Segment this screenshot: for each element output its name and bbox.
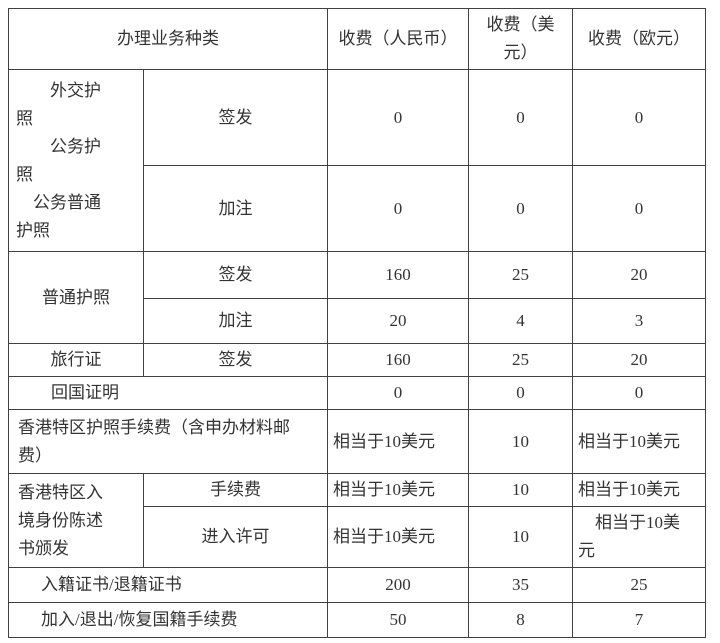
fee-eur-cell: 0 [572,376,706,410]
service-label-return-certificate: 回国证明 [8,376,328,410]
fee-table: 办理业务种类 收费（人民币） 收费（美 元） 收费（欧元） 外交护 照 公务护 … [8,8,706,638]
table-row: 回国证明 0 0 0 [8,376,706,410]
header-row: 办理业务种类 收费（人民币） 收费（美 元） 收费（欧元） [8,8,706,70]
table-row: 加注 0 0 0 [9,165,706,252]
fee-usd-cell: 0 [468,69,573,166]
col-header-fee-eur: 收费（欧元） [572,8,706,70]
table-row: 加注 20 4 3 [9,298,706,344]
fee-rmb-cell: 相当于10美元 [327,473,469,507]
service-label-hk-passport-fee: 香港特区护照手续费（含申办材料邮 费） [8,409,328,474]
fee-eur-cell: 相当于10美元 [572,409,706,474]
service-group-travel-document: 旅行证 [8,343,144,377]
fee-usd-cell: 10 [468,473,573,507]
fee-rmb-cell: 0 [327,376,469,410]
fee-eur-cell: 25 [572,567,706,603]
service-label-nationality-fee: 加入/退出/恢复国籍手续费 [8,602,328,638]
fee-rmb-cell: 0 [327,69,469,166]
service-group-hk-entry-statement: 香港特区入 境身份陈述 书颁发 [8,473,144,568]
service-label-naturalization-certificate: 入籍证书/退籍证书 [8,567,328,603]
fee-rmb-cell: 200 [327,567,469,603]
fee-rmb-cell: 50 [327,602,469,638]
col-header-fee-rmb: 收费（人民币） [327,8,469,70]
table-row: 普通护照 签发 160 25 20 [8,251,706,344]
fee-rmb-cell: 20 [327,298,469,344]
fee-usd-cell: 4 [468,298,573,344]
table-row: 香港特区护照手续费（含申办材料邮 费） 相当于10美元 10 相当于10美元 [8,409,706,474]
fee-rmb-cell: 相当于10美元 [327,409,469,474]
service-group-ordinary-passport: 普通护照 [8,251,144,344]
table-row: 加入/退出/恢复国籍手续费 50 8 7 [8,602,706,638]
service-group-passport-types: 外交护 照 公务护 照 公务普通 护照 [8,69,144,252]
service-item-issue: 签发 [143,69,328,166]
fee-eur-cell: 相当于10美 元 [572,506,706,568]
service-item-endorsement: 加注 [143,165,328,252]
fee-eur-cell: 相当于10美元 [572,473,706,507]
fee-eur-cell: 0 [572,165,706,252]
fee-usd-cell: 0 [468,165,573,252]
fee-eur-cell: 20 [572,251,706,299]
fee-usd-cell: 25 [468,251,573,299]
table-row: 旅行证 签发 160 25 20 [8,343,706,377]
fee-rmb-cell: 相当于10美元 [327,506,469,568]
service-item-issue: 签发 [143,343,328,377]
table-row: 香港特区入 境身份陈述 书颁发 手续费 相当于10美元 10 相当于10美元 [8,473,706,568]
fee-usd-cell: 8 [468,602,573,638]
fee-usd-cell: 25 [468,343,573,377]
fee-eur-cell: 7 [572,602,706,638]
col-header-fee-usd: 收费（美 元） [468,8,573,70]
fee-usd-cell: 0 [468,376,573,410]
table-row: 外交护 照 公务护 照 公务普通 护照 签发 0 0 0 [8,69,706,252]
fee-usd-cell: 10 [468,409,573,474]
service-item-handling-fee: 手续费 [143,473,328,507]
col-header-service-type: 办理业务种类 [8,8,328,70]
fee-eur-cell: 0 [572,69,706,166]
fee-usd-cell: 10 [468,506,573,568]
fee-usd-cell: 35 [468,567,573,603]
fee-rmb-cell: 160 [327,343,469,377]
fee-eur-cell: 20 [572,343,706,377]
service-item-issue: 签发 [143,251,328,299]
table-row: 入籍证书/退籍证书 200 35 25 [8,567,706,603]
fee-rmb-cell: 0 [327,165,469,252]
service-item-entry-permit: 进入许可 [143,506,328,568]
service-item-endorsement: 加注 [143,298,328,344]
fee-eur-cell: 3 [572,298,706,344]
fee-rmb-cell: 160 [327,251,469,299]
